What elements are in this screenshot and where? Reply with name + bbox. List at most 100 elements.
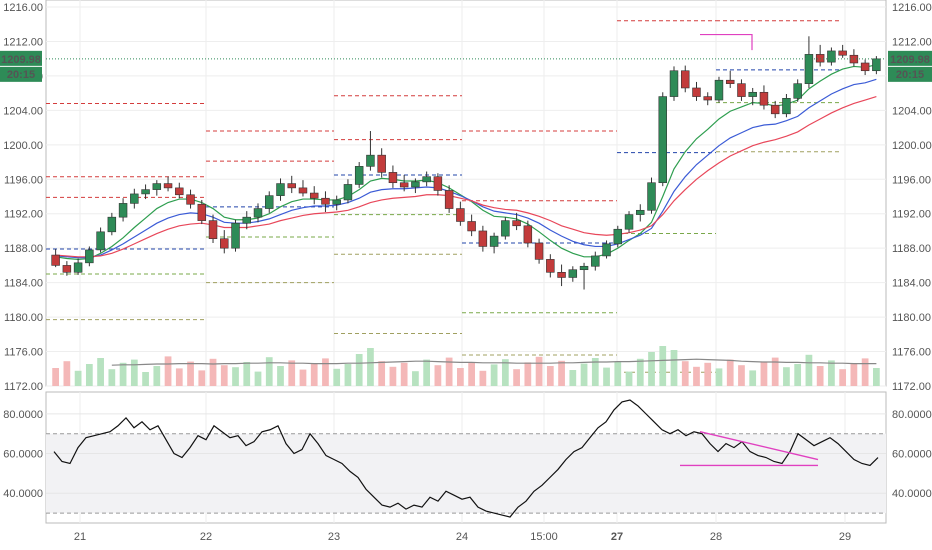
candle-body	[860, 62, 870, 72]
y-axis-label-left: 1192.00	[4, 209, 43, 221]
oscillator-line	[53, 399, 879, 518]
candle-body	[253, 208, 263, 218]
volume-bar	[74, 370, 82, 386]
volume-bar	[603, 367, 610, 386]
candle-body	[433, 176, 443, 191]
volume-bar	[434, 365, 442, 386]
y-axis-label-left: 1200.00	[3, 140, 43, 152]
volume-bar	[355, 354, 363, 386]
volume-bar	[310, 363, 318, 386]
volume-bar	[412, 371, 419, 386]
candle-body	[748, 91, 757, 97]
x-axis-label: 27	[611, 531, 623, 543]
volume-bar	[524, 362, 532, 386]
y-axis-label-left: 1212.00	[3, 36, 43, 48]
candle-body	[366, 154, 375, 167]
volume-bar	[97, 358, 104, 386]
candle-body	[534, 242, 544, 260]
y-axis-label-left: 1204.00	[3, 105, 43, 117]
oscillator-y-label-left: 60.0000	[3, 449, 43, 461]
volume-bar	[299, 369, 307, 386]
candle-body	[613, 228, 623, 245]
volume-bar	[468, 362, 475, 386]
volume-bar	[367, 348, 374, 386]
countdown-right: 20:15	[896, 69, 924, 81]
y-axis-label-right: 1180.00	[892, 312, 931, 324]
x-axis-label: 22	[200, 531, 212, 543]
last-price-badge-left	[0, 50, 42, 66]
candle-body	[591, 255, 600, 267]
candle-body	[343, 184, 353, 201]
volume-bar	[63, 361, 71, 386]
moving-average-line-3	[55, 96, 877, 258]
volume-bar	[378, 361, 386, 386]
volume-bar	[479, 370, 487, 386]
candle-body	[242, 216, 251, 224]
candle-body	[703, 96, 712, 101]
candle-body	[456, 208, 465, 222]
candle-body	[872, 58, 881, 72]
volume-bar	[175, 368, 183, 386]
volume-bar	[389, 366, 397, 386]
volume-bar	[614, 361, 622, 386]
last-price-right: 1209.98	[890, 54, 930, 66]
price-panel	[45, 0, 887, 387]
candle-body	[602, 243, 611, 257]
volume-bar	[625, 371, 633, 386]
candle-body	[489, 235, 499, 247]
volume-bar	[501, 359, 509, 386]
candle-body	[725, 79, 735, 84]
candle-body	[411, 181, 420, 188]
volume-bar	[232, 367, 239, 386]
volume-bar	[850, 363, 858, 386]
volume-bar	[704, 362, 712, 386]
y-axis-label-right: 1216.00	[892, 2, 932, 14]
candle-body	[276, 183, 285, 196]
volume-bar	[198, 370, 206, 386]
volume-bar	[535, 356, 543, 386]
last-price-left: 1209.98	[1, 54, 41, 66]
candle-body	[197, 203, 207, 221]
countdown-left: 20:15	[7, 69, 35, 81]
volume-bar	[726, 359, 734, 386]
candle-body	[737, 83, 746, 97]
volume-bar	[130, 359, 138, 386]
candle-body	[658, 96, 667, 184]
x-axis-label: 29	[839, 531, 851, 543]
candle-body	[298, 187, 308, 194]
candle-body	[624, 214, 634, 230]
candle-body	[107, 216, 117, 233]
candle-body	[579, 265, 589, 271]
y-axis-label-right: 1196.00	[892, 174, 931, 186]
candle-body	[444, 190, 454, 209]
volume-bar	[828, 360, 835, 386]
candle-body	[557, 271, 566, 278]
volume-bar	[861, 358, 869, 386]
candle-body	[354, 166, 364, 185]
volume-bar	[693, 366, 700, 386]
volume-bar	[254, 371, 262, 386]
candle-body	[163, 183, 173, 189]
volume-bar	[681, 361, 689, 386]
volume-bar	[333, 368, 341, 386]
y-axis-label-right: 1184.00	[892, 278, 931, 290]
volume-bar	[771, 357, 779, 386]
volume-bar	[591, 358, 599, 386]
candle-body	[647, 182, 656, 211]
volume-bar	[670, 350, 678, 386]
candle-body	[175, 187, 184, 196]
volume-bar	[209, 358, 217, 386]
volume-bar	[220, 365, 228, 386]
candle-body	[152, 183, 162, 190]
candle-body	[96, 231, 105, 251]
candle-body	[130, 193, 139, 204]
x-axis-label: 28	[710, 531, 722, 543]
candle-body	[265, 195, 274, 209]
volume-bar	[715, 368, 723, 386]
countdown-badge-right	[888, 66, 932, 82]
volume-bar	[288, 360, 296, 386]
candle-body	[838, 50, 847, 56]
candle-body	[118, 203, 128, 218]
